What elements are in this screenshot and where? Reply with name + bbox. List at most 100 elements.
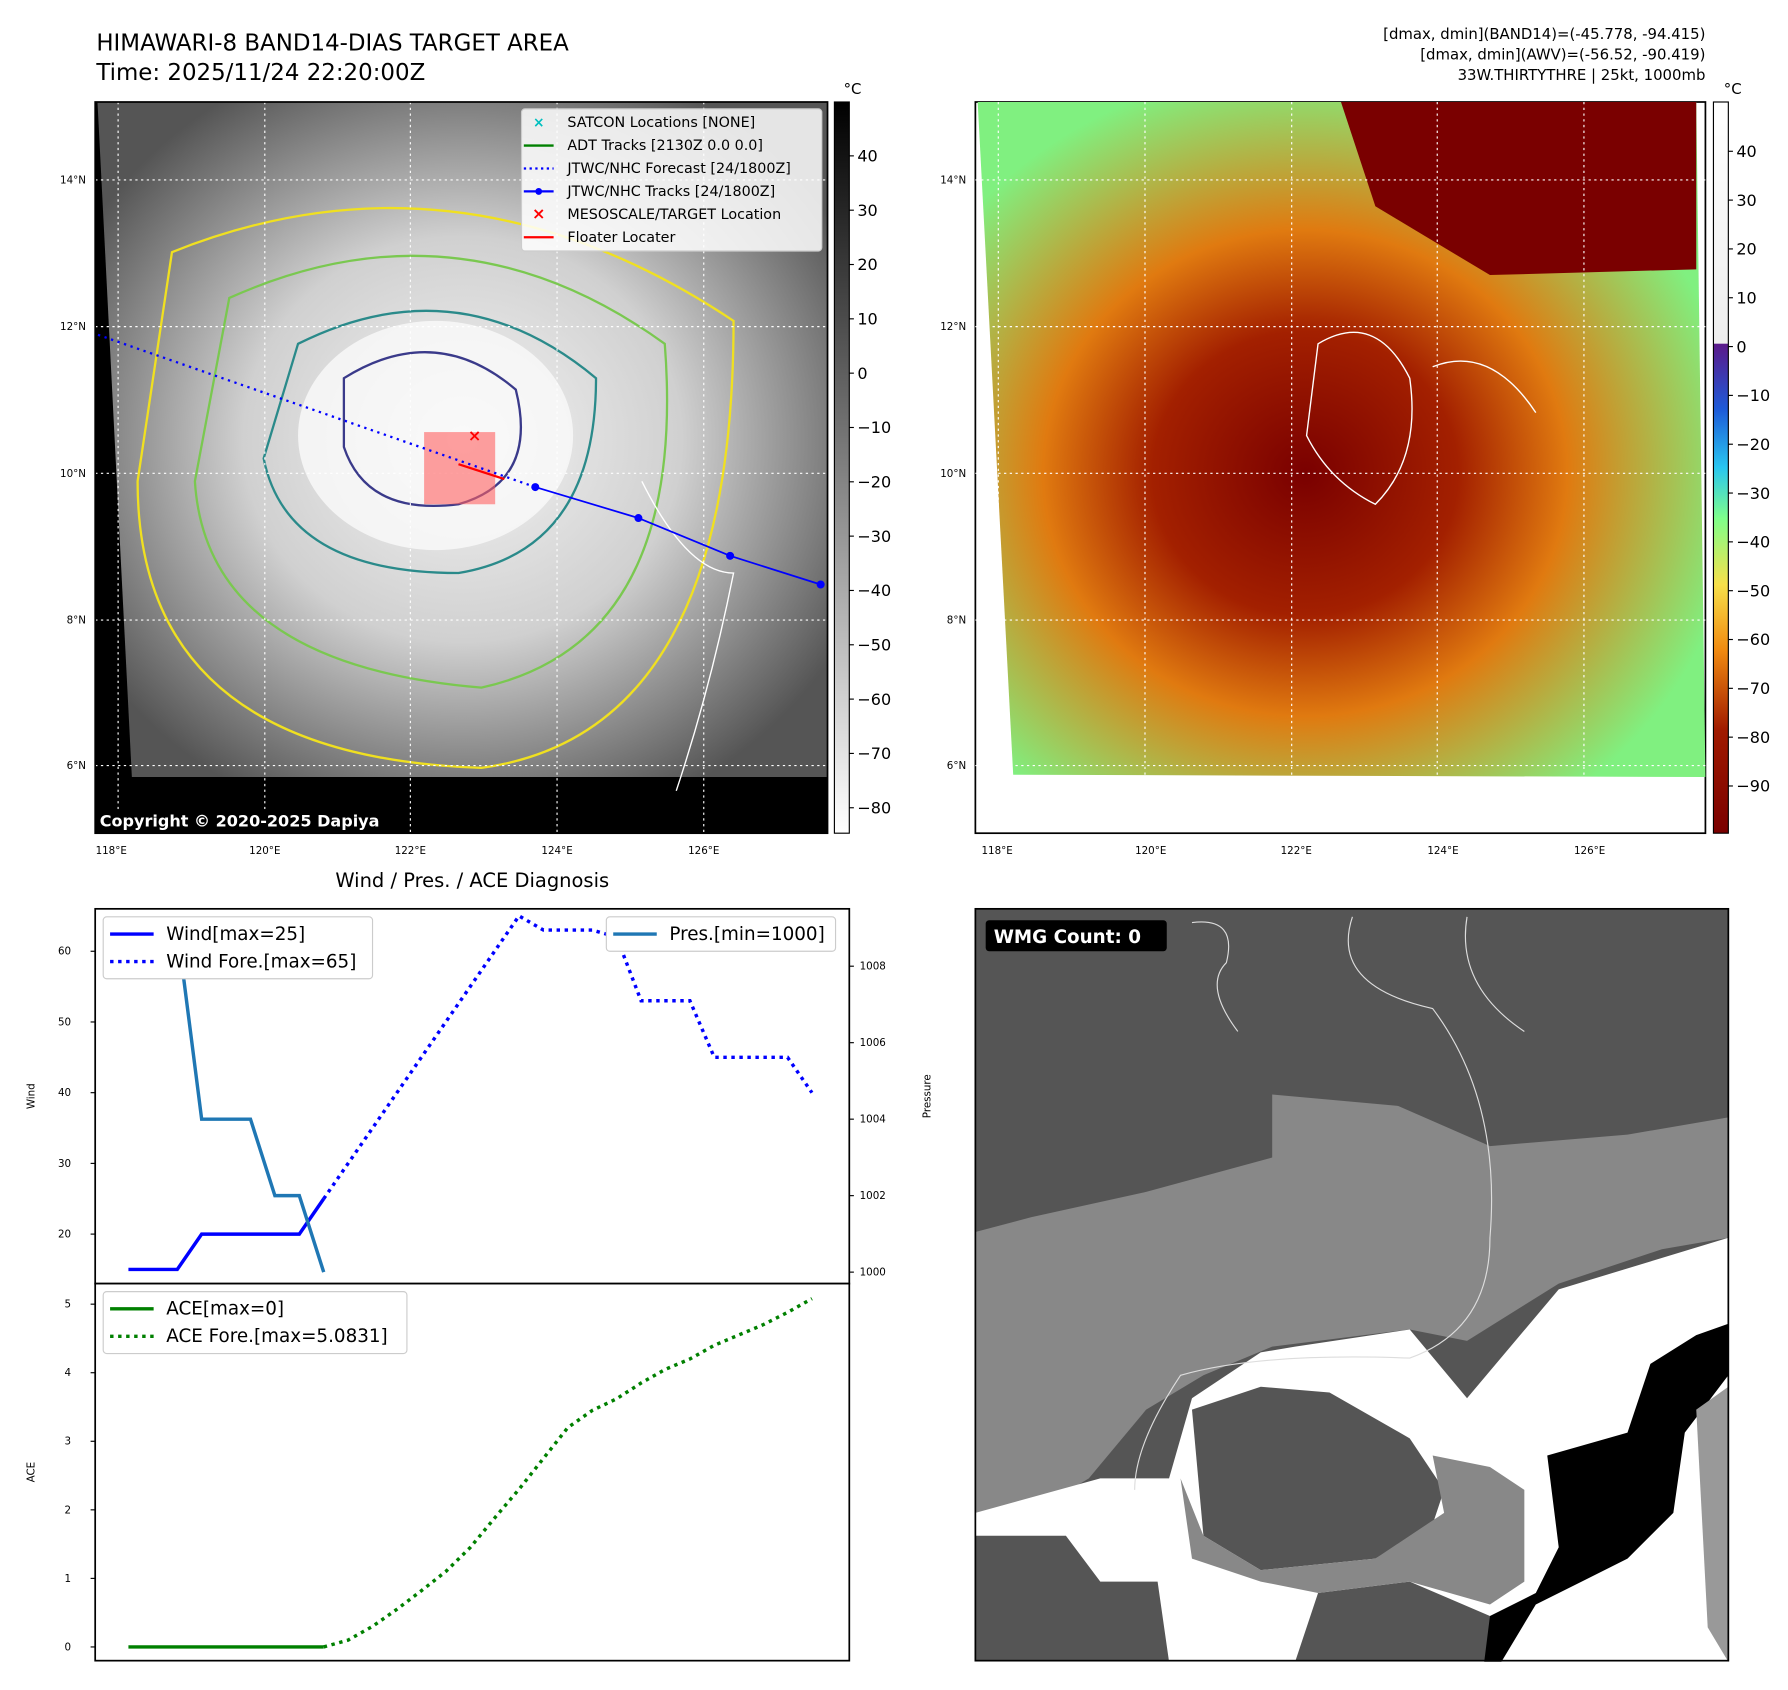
lon-label: 122°E bbox=[395, 845, 426, 857]
cbar-tick-label: −40 bbox=[1736, 533, 1770, 552]
cbar-tick-label: −10 bbox=[1736, 386, 1770, 405]
y2-tick-label: 1002 bbox=[860, 1190, 886, 1202]
map-legend: × × SATCON Locations [NONE] ADT Tracks [… bbox=[520, 108, 823, 252]
y-tick-label: 1 bbox=[65, 1573, 72, 1585]
y2-tick-label: 1008 bbox=[860, 961, 886, 973]
y2-tick-label: 1006 bbox=[860, 1037, 886, 1049]
lon-label: 124°E bbox=[1427, 845, 1458, 857]
lat-label: 12°N bbox=[60, 321, 86, 333]
figure-time: Time: 2025/11/24 22:20:00Z bbox=[95, 60, 425, 86]
storm-info: 33W.THIRTYTHRE | 25kt, 1000mb bbox=[1458, 66, 1706, 84]
lat-label: 10°N bbox=[60, 468, 86, 480]
lat-label: 6°N bbox=[947, 760, 966, 772]
y-tick-label: 50 bbox=[58, 1016, 71, 1028]
cbar-tick-label: −50 bbox=[1736, 581, 1770, 600]
cbar-tick-label: −30 bbox=[1736, 484, 1770, 503]
chart-legend bbox=[102, 916, 374, 980]
copyright: Copyright © 2020-2025 Dapiya bbox=[100, 811, 380, 830]
y-tick-label: 2 bbox=[65, 1504, 72, 1516]
awv-map-panel[interactable] bbox=[974, 101, 1707, 835]
legend-label: ACE[max=0] bbox=[166, 1299, 284, 1320]
cbar-tick-label: 0 bbox=[1736, 337, 1746, 356]
cbar-tick-label: −20 bbox=[857, 473, 891, 492]
series-line-wind bbox=[128, 1197, 326, 1272]
cbar-tick-label: 10 bbox=[1736, 288, 1756, 307]
wmg-count: WMG Count: 0 bbox=[994, 927, 1141, 948]
y2-axis-label: Pressure bbox=[922, 1074, 934, 1118]
y-axis-label: Wind bbox=[25, 1083, 37, 1109]
legend-forecast: JTWC/NHC Forecast [24/1800Z] bbox=[566, 161, 791, 177]
y-tick-label: 0 bbox=[65, 1641, 72, 1653]
floater-box bbox=[424, 432, 496, 505]
y-tick-label: 4 bbox=[65, 1367, 72, 1379]
legend-satcon: SATCON Locations [NONE] bbox=[567, 115, 755, 131]
lon-label: 118°E bbox=[981, 845, 1012, 857]
y2-tick-label: 1004 bbox=[860, 1114, 886, 1126]
lat-label: 6°N bbox=[67, 760, 86, 772]
right-colorbar bbox=[1712, 101, 1729, 834]
cbar-tick-label: −70 bbox=[1736, 679, 1770, 698]
cbar-tick-label: 30 bbox=[857, 201, 877, 220]
y-tick-label: 5 bbox=[65, 1299, 72, 1311]
lon-label: 126°E bbox=[688, 845, 719, 857]
y-tick-label: 20 bbox=[58, 1229, 71, 1241]
y-tick-label: 30 bbox=[58, 1158, 71, 1170]
cbar-tick-label: −40 bbox=[857, 581, 891, 600]
lon-label: 126°E bbox=[1574, 845, 1605, 857]
legend-label: Wind Fore.[max=65] bbox=[166, 951, 356, 972]
left-colorbar bbox=[833, 101, 850, 834]
cbar-tick-label: −80 bbox=[1736, 728, 1770, 747]
lon-label: 122°E bbox=[1281, 845, 1312, 857]
wmg-panel[interactable]: WMG Count: 0 bbox=[974, 907, 1730, 1662]
satcon-icon: × bbox=[533, 115, 545, 131]
lon-label: 124°E bbox=[541, 845, 572, 857]
cbar-tick-label: −30 bbox=[857, 527, 891, 546]
stats-awv: [dmax, dmin](AWV)=(-56.52, -90.419) bbox=[1420, 46, 1705, 64]
ir-map-panel[interactable]: × Copyright © 2020-2025 Dapiya × × SATCO… bbox=[94, 101, 829, 835]
cbar-tick-label: −10 bbox=[857, 418, 891, 437]
legend-label: Pres.[min=1000] bbox=[669, 924, 824, 945]
jtwc-track bbox=[535, 486, 821, 586]
cbar-tick-label: 20 bbox=[1736, 240, 1756, 259]
cbar-tick-label: 0 bbox=[857, 364, 867, 383]
lat-label: 10°N bbox=[940, 468, 966, 480]
figure-title: HIMAWARI-8 BAND14-DIAS TARGET AREA bbox=[96, 30, 569, 56]
target-marker-icon: × bbox=[468, 426, 481, 445]
right-cbar-unit: °C bbox=[1724, 80, 1742, 98]
cbar-tick-label: −90 bbox=[1736, 777, 1770, 796]
cbar-tick-label: 10 bbox=[857, 310, 877, 329]
pressure-legend bbox=[605, 916, 837, 952]
diagnosis-title: Wind / Pres. / ACE Diagnosis bbox=[335, 869, 609, 892]
legend-floater: Floater Locater bbox=[567, 230, 675, 246]
legend-label: ACE Fore.[max=5.0831] bbox=[166, 1326, 387, 1347]
map-gridlines-right bbox=[975, 102, 1706, 834]
cbar-tick-label: −70 bbox=[857, 744, 891, 763]
cbar-tick-label: 40 bbox=[857, 147, 877, 166]
jtwc-forecast-track bbox=[97, 333, 536, 489]
lat-label: 14°N bbox=[60, 174, 86, 186]
series-line-wind-fore- bbox=[322, 913, 814, 1200]
cbar-tick-label: −60 bbox=[1736, 630, 1770, 649]
cbar-tick-label: 20 bbox=[857, 255, 877, 274]
left-cbar-unit: °C bbox=[844, 80, 862, 98]
chart-legend bbox=[102, 1291, 408, 1355]
y-tick-label: 3 bbox=[65, 1436, 72, 1448]
lat-label: 12°N bbox=[940, 321, 966, 333]
y-tick-label: 60 bbox=[58, 946, 71, 958]
lat-label: 8°N bbox=[947, 614, 966, 626]
legend-label: Wind[max=25] bbox=[166, 924, 305, 945]
cbar-tick-label: 30 bbox=[1736, 191, 1756, 210]
cbar-tick-label: −60 bbox=[857, 690, 891, 709]
lat-label: 8°N bbox=[67, 614, 86, 626]
lat-label: 14°N bbox=[940, 174, 966, 186]
lon-label: 120°E bbox=[1135, 845, 1166, 857]
y-tick-label: 40 bbox=[58, 1087, 71, 1099]
y2-tick-label: 1000 bbox=[860, 1267, 886, 1279]
stats-band14: [dmax, dmin](BAND14)=(-45.778, -94.415) bbox=[1383, 25, 1705, 43]
legend-tracks: JTWC/NHC Tracks [24/1800Z] bbox=[566, 184, 775, 200]
legend-adt: ADT Tracks [2130Z 0.0 0.0] bbox=[567, 138, 763, 154]
cbar-tick-label: 40 bbox=[1736, 142, 1756, 161]
cbar-tick-label: −20 bbox=[1736, 435, 1770, 454]
lon-label: 120°E bbox=[249, 845, 280, 857]
